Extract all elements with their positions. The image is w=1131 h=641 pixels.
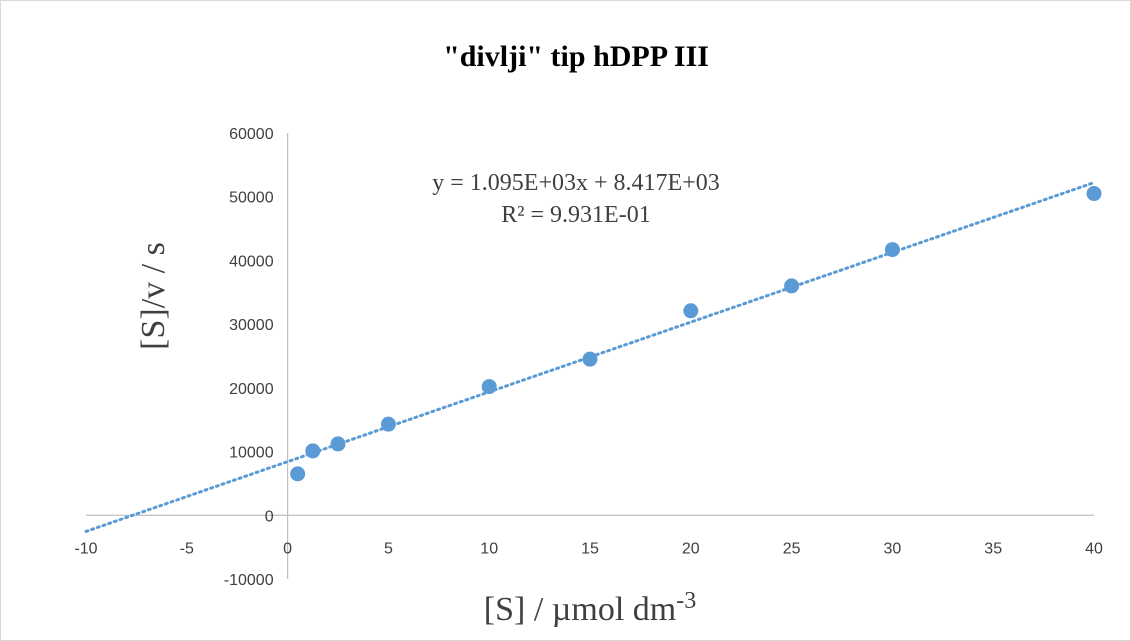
- y-tick-label: 0: [265, 508, 274, 525]
- x-tick-label: -10: [74, 540, 97, 557]
- x-axis-title-main: [S] / µmol dm: [484, 591, 676, 628]
- data-point: [683, 303, 699, 319]
- trendline-equation: y = 1.095E+03x + 8.417E+03: [432, 170, 719, 196]
- trendline-r-squared: R² = 9.931E-01: [501, 202, 650, 228]
- y-tick-label: -10000: [224, 572, 274, 589]
- x-tick-label: 40: [1085, 540, 1103, 557]
- x-tick-label: -5: [180, 540, 194, 557]
- data-point: [884, 242, 900, 258]
- y-tick-label: 10000: [229, 445, 274, 462]
- data-points: [290, 186, 1102, 482]
- y-tick-label: 50000: [229, 190, 274, 207]
- data-point: [1086, 186, 1102, 202]
- x-tick-label: 10: [480, 540, 498, 557]
- y-axis-title: [S]/v / s: [135, 242, 172, 350]
- x-tick-label: 5: [384, 540, 393, 557]
- data-point: [380, 416, 396, 432]
- y-tick-label: 30000: [229, 317, 274, 334]
- x-tick-label: 0: [283, 540, 292, 557]
- chart-title: "divlji" tip hDPP III: [443, 40, 709, 73]
- data-point: [481, 379, 497, 395]
- x-tick-label: 35: [984, 540, 1002, 557]
- data-point: [305, 443, 321, 459]
- x-axis-title-superscript: -3: [676, 588, 696, 614]
- x-tick-label: 15: [581, 540, 599, 557]
- y-tick-label: 40000: [229, 253, 274, 270]
- axes: [86, 133, 1094, 579]
- y-tick-label: 20000: [229, 381, 274, 398]
- data-point: [582, 351, 598, 367]
- x-tick-label: 30: [884, 540, 902, 557]
- y-tick-label: 60000: [229, 126, 274, 143]
- y-tick-labels: -10000 0 10000 20000 30000 40000 50000 60000: [224, 126, 274, 589]
- x-tick-labels: -10 -5 0 5 10 15 20 25 30 35 40: [74, 540, 1103, 557]
- x-tick-label: 25: [783, 540, 801, 557]
- data-point: [784, 278, 800, 294]
- x-axis-title: [S] / µmol dm-3: [484, 588, 696, 628]
- x-tick-label: 20: [682, 540, 700, 557]
- data-point: [290, 466, 306, 482]
- data-point: [330, 436, 346, 452]
